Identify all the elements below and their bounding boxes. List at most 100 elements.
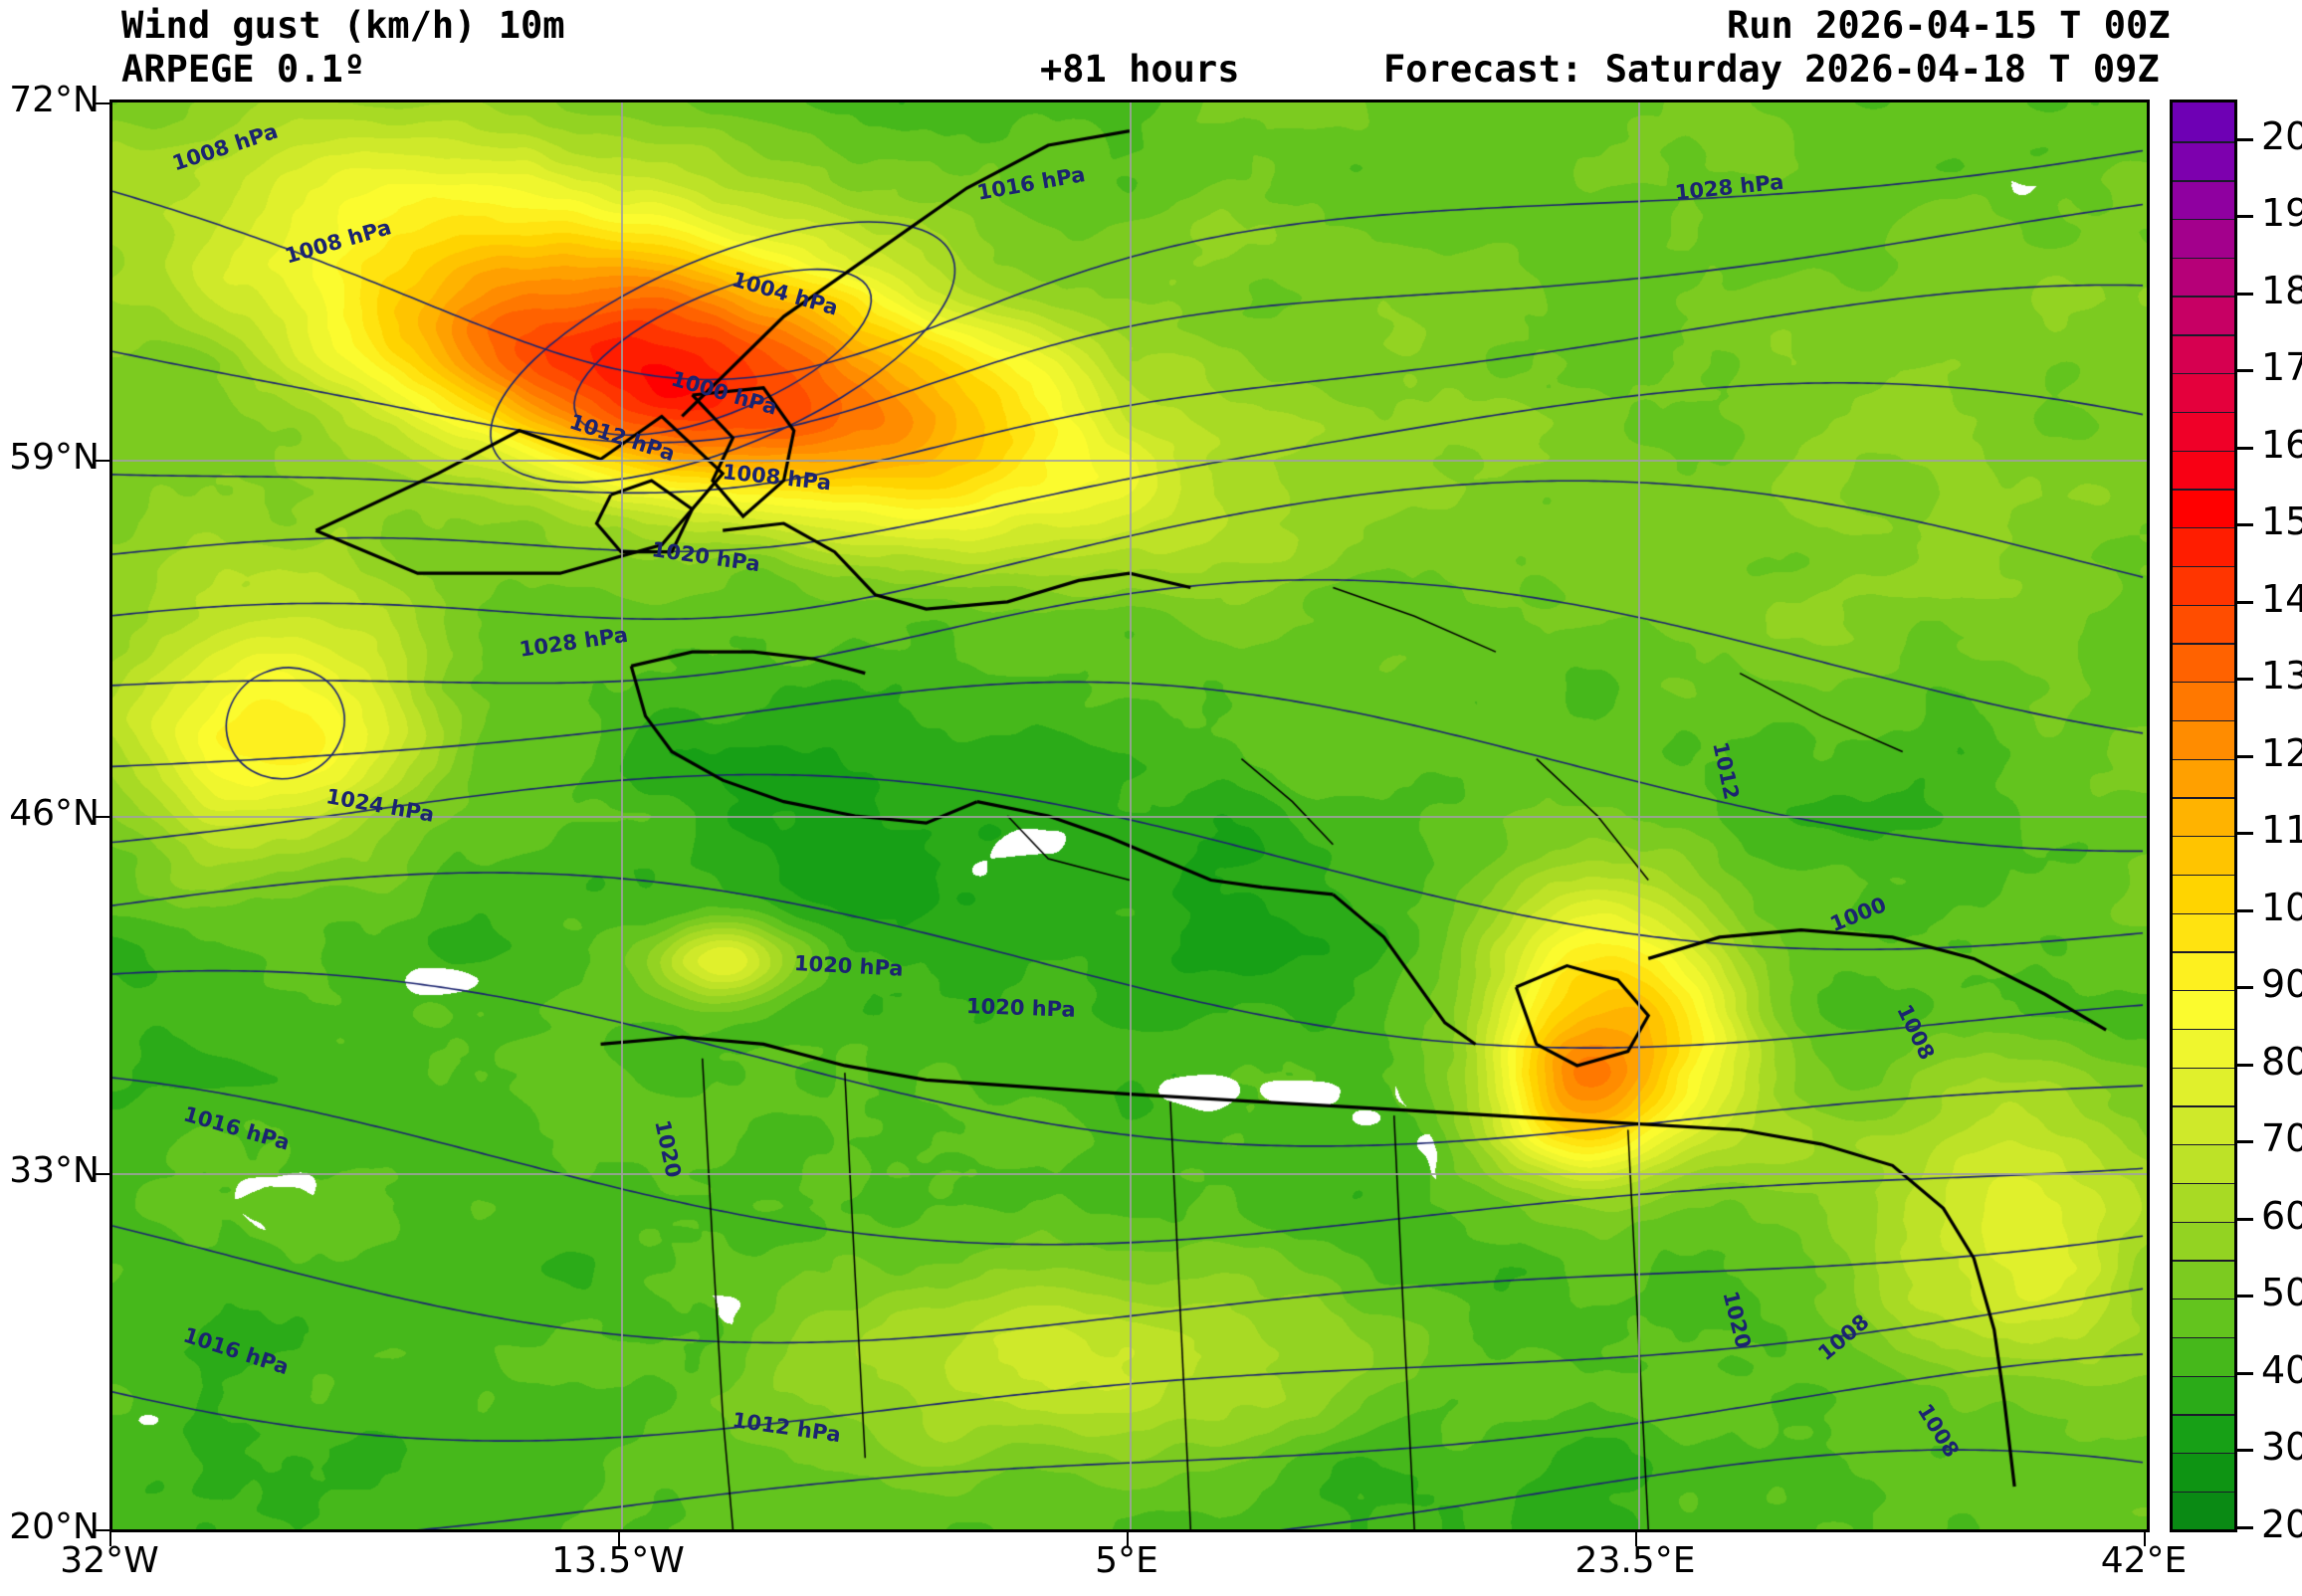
- colorbar-band-divider: [2173, 642, 2234, 645]
- colorbar-band-divider: [2173, 333, 2234, 336]
- colorbar-band-divider: [2173, 140, 2234, 143]
- colorbar-band-divider: [2173, 257, 2234, 260]
- page-title: Wind gust (km/h) 10m: [121, 4, 565, 47]
- colorbar-tick-label: 150: [2261, 499, 2302, 544]
- colorbar-tick-label: 160: [2261, 422, 2302, 467]
- colorbar-band-divider: [2173, 1374, 2234, 1377]
- isobar-label: 1008: [1813, 1308, 1874, 1365]
- colorbar-band-divider: [2173, 449, 2234, 452]
- y-axis-label: 72°N: [9, 80, 100, 120]
- colorbar-band-divider: [2173, 1143, 2234, 1146]
- colorbar-band: [2173, 681, 2234, 720]
- isobar-label: 1000 hPa: [668, 366, 780, 421]
- isobar-label: 1008 hPa: [282, 215, 394, 269]
- colorbar-tick-label: 170: [2261, 345, 2302, 390]
- colorbar-tick: [2237, 1063, 2253, 1067]
- x-axis-tick: [618, 1532, 620, 1546]
- map-header: Wind gust (km/h) 10m ARPEGE 0.1º +81 hou…: [0, 0, 2302, 100]
- colorbar-band-divider: [2173, 1452, 2234, 1455]
- colorbar-tick-label: 70: [2261, 1116, 2302, 1161]
- isobar-label-layer: 1008 hPa 1008 hPa 1016 hPa 1004 hPa 1000 hPa…: [112, 102, 2147, 1529]
- isobar-label: 1000: [1826, 892, 1890, 936]
- y-axis-tick: [96, 1172, 109, 1175]
- isobar-label: 1020 hPa: [649, 537, 761, 577]
- colorbar-band-divider: [2173, 218, 2234, 221]
- colorbar-tick: [2237, 1449, 2253, 1453]
- isobar-label: 1016 hPa: [974, 161, 1087, 205]
- colorbar-tick: [2237, 215, 2253, 219]
- model-name-label: ARPEGE 0.1º: [121, 48, 366, 91]
- colorbar-band-divider: [2173, 1182, 2234, 1185]
- colorbar-band-divider: [2173, 603, 2234, 606]
- colorbar-band-divider: [2173, 1104, 2234, 1107]
- colorbar-band-divider: [2173, 411, 2234, 414]
- colorbar-band: [2173, 1028, 2234, 1068]
- colorbar-band: [2173, 1259, 2234, 1299]
- colorbar-band-divider: [2173, 796, 2234, 799]
- colorbar-band-divider: [2173, 1491, 2234, 1494]
- isobar-label: 1028 hPa: [518, 622, 630, 662]
- lead-time-label: +81 hours: [1040, 48, 1240, 91]
- isobar-label: 1012 hPa: [566, 409, 678, 467]
- colorbar-band-divider: [2173, 757, 2234, 760]
- colorbar-tick: [2237, 986, 2253, 990]
- colorbar-band: [2173, 257, 2234, 297]
- isobar-label: 1004 hPa: [730, 267, 842, 320]
- colorbar-band: [2173, 1066, 2234, 1106]
- colorbar-tick: [2237, 678, 2253, 682]
- graticule-parallel: [112, 459, 2147, 462]
- x-axis-label: 42°E: [2100, 1540, 2188, 1581]
- y-axis-label: 46°N: [9, 793, 100, 834]
- colorbar-band: [2173, 642, 2234, 683]
- colorbar-tick: [2237, 292, 2253, 296]
- x-axis-label: 13.5°W: [551, 1540, 685, 1581]
- colorbar-band-divider: [2173, 950, 2234, 953]
- y-axis-tick: [96, 102, 109, 104]
- colorbar-tick: [2237, 137, 2253, 141]
- colorbar-tick-label: 80: [2261, 1039, 2302, 1084]
- colorbar-band-divider: [2173, 911, 2234, 914]
- colorbar-band-divider: [2173, 565, 2234, 568]
- colorbar-band: [2173, 603, 2234, 644]
- colorbar-tick: [2237, 1295, 2253, 1298]
- x-axis-tick: [1635, 1532, 1637, 1546]
- isobar-label: 1016 hPa: [180, 1101, 293, 1155]
- x-axis-label: 23.5°E: [1574, 1540, 1696, 1581]
- colorbar-tick-label: 60: [2261, 1193, 2302, 1238]
- isobar-label: 1020 hPa: [793, 951, 904, 981]
- colorbar-tick-label: 100: [2261, 885, 2302, 929]
- colorbar-tick: [2237, 908, 2253, 912]
- colorbar-band: [2173, 1220, 2234, 1261]
- colorbar-band-divider: [2173, 874, 2234, 877]
- colorbar-band-divider: [2173, 179, 2234, 182]
- colorbar-band-divider: [2173, 295, 2234, 298]
- forecast-valid-label: Forecast: Saturday 2026-04-18 T 09Z: [1383, 48, 2160, 91]
- colorbar-tick-label: 180: [2261, 268, 2302, 312]
- colorbar-tick: [2237, 1217, 2253, 1221]
- x-axis-tick: [109, 1532, 111, 1546]
- isobar-label: 1008: [1891, 1000, 1940, 1065]
- colorbar-band: [2173, 179, 2234, 219]
- colorbar-band: [2173, 1452, 2234, 1492]
- colorbar-tick-label: 20: [2261, 1502, 2302, 1546]
- colorbar-tick-label: 130: [2261, 654, 2302, 698]
- colorbar-band: [2173, 333, 2234, 373]
- colorbar-band-divider: [2173, 1066, 2234, 1069]
- isobar-label: 1024 hPa: [323, 784, 436, 828]
- colorbar[interactable]: [2170, 100, 2237, 1532]
- colorbar-tick-label: 40: [2261, 1347, 2302, 1392]
- colorbar-band-divider: [2173, 719, 2234, 722]
- colorbar-band: [2173, 719, 2234, 759]
- colorbar-band: [2173, 295, 2234, 335]
- isobar-label: 1016 hPa: [179, 1322, 292, 1380]
- colorbar-tick: [2237, 523, 2253, 527]
- x-axis-tick: [2144, 1532, 2146, 1546]
- colorbar-band-divider: [2173, 1220, 2234, 1223]
- colorbar-band: [2173, 140, 2234, 181]
- y-axis-label: 59°N: [9, 436, 100, 478]
- colorbar-band: [2173, 526, 2234, 566]
- colorbar-band: [2173, 757, 2234, 798]
- map-plot-area[interactable]: 1008 hPa 1008 hPa 1016 hPa 1004 hPa 1000 hPa…: [109, 100, 2150, 1532]
- colorbar-tick: [2237, 369, 2253, 373]
- colorbar-band-divider: [2173, 1028, 2234, 1031]
